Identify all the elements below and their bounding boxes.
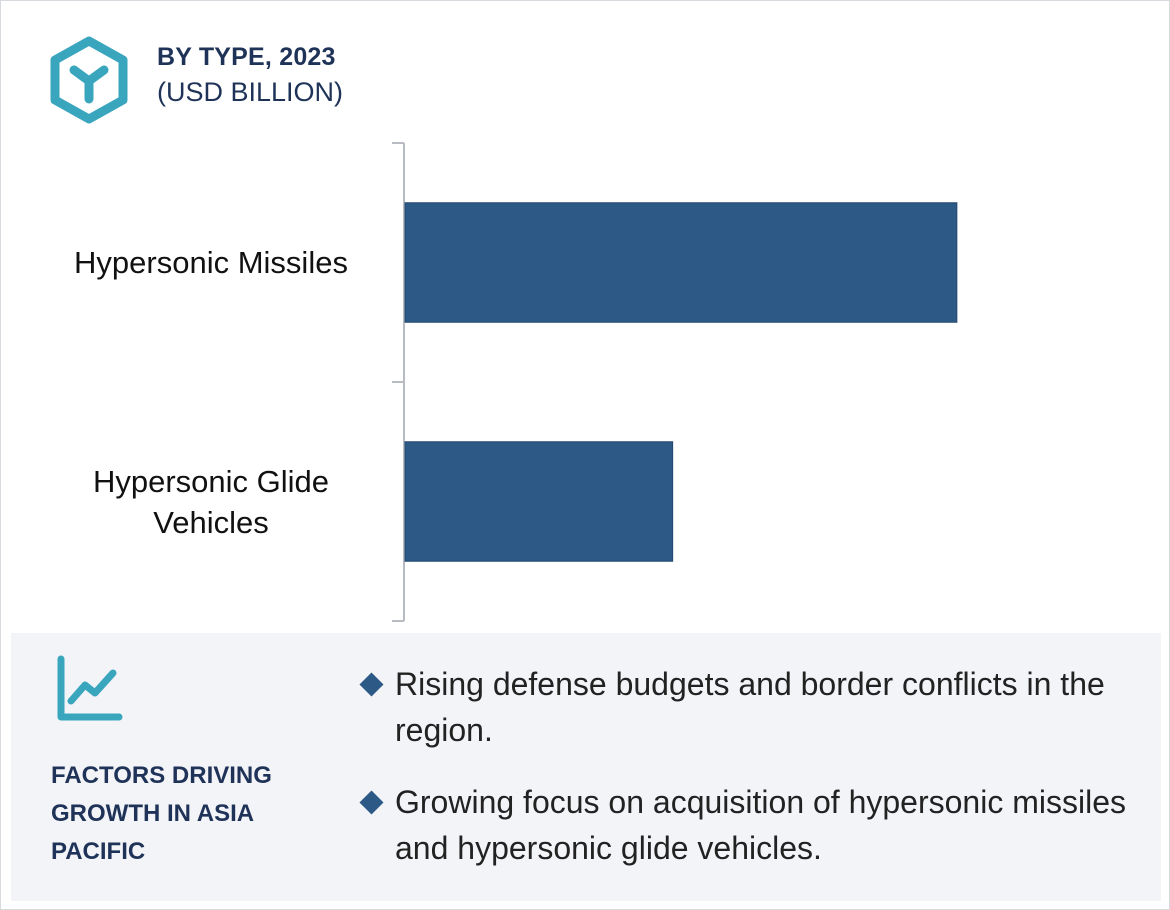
trend-chart-icon <box>57 655 123 721</box>
bar-hypersonic-glide-vehicles <box>404 441 674 562</box>
category-label-hypersonic-glide-vehicles: Hypersonic Glide Vehicles <box>92 463 330 540</box>
factor-item: Rising defense budgets and border confli… <box>359 661 1149 753</box>
diamond-bullet-icon <box>359 672 384 697</box>
factors-panel: FACTORS DRIVING GROWTH IN ASIA PACIFIC R… <box>11 633 1161 901</box>
category-label-hypersonic-missiles: Hypersonic Missiles <box>74 245 348 280</box>
factors-list: Rising defense budgets and border confli… <box>359 661 1149 897</box>
factor-text: Rising defense budgets and border confli… <box>395 666 1105 748</box>
chart-subtitle: (USD BILLION) <box>157 77 344 107</box>
factors-title: FACTORS DRIVING GROWTH IN ASIA PACIFIC <box>51 762 272 865</box>
factor-item: Growing focus on acquisition of hyperson… <box>359 779 1149 871</box>
bar-hypersonic-missiles <box>404 202 958 323</box>
factor-text: Growing focus on acquisition of hyperson… <box>395 784 1126 866</box>
diamond-bullet-icon <box>359 790 384 815</box>
bar-chart <box>392 142 958 622</box>
segment-hexagon-icon <box>50 36 128 124</box>
chart-title: BY TYPE, 2023 <box>157 43 336 71</box>
